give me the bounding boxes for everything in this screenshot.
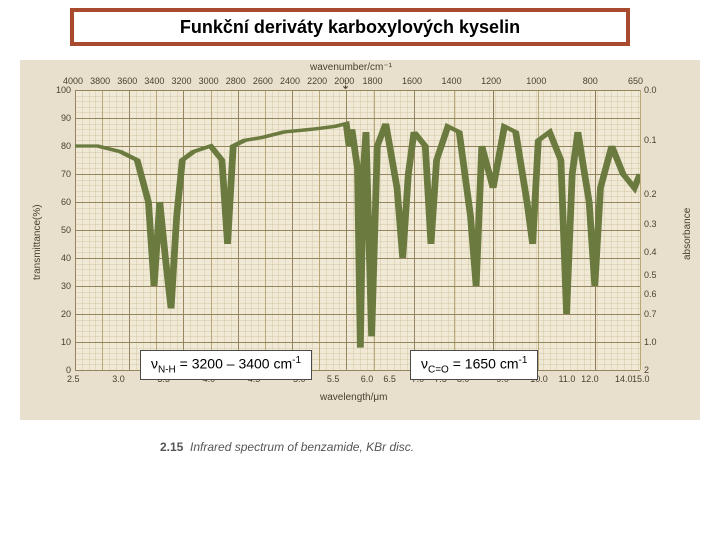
right-tick: 0.2 [644, 189, 657, 199]
nh-sup: -1 [292, 355, 301, 366]
right-tick: 0.3 [644, 219, 657, 229]
bottom-tick: 2.5 [67, 374, 80, 384]
right-tick: 0.0 [644, 85, 657, 95]
top-tick: 2600 [253, 76, 273, 86]
right-tick: 0.6 [644, 289, 657, 299]
top-tick: 3200 [171, 76, 191, 86]
left-tick: 100 [41, 85, 71, 95]
top-tick: 1200 [481, 76, 501, 86]
top-axis-title: wavenumber/cm⁻¹ [310, 62, 392, 73]
top-tick: 2200 [307, 76, 327, 86]
left-axis-title: transmittance(%) [32, 204, 43, 280]
left-tick: 50 [41, 225, 71, 235]
bottom-tick: 14.0 [615, 374, 633, 384]
top-tick: 2800 [226, 76, 246, 86]
co-subscript: C=O [428, 364, 449, 375]
bottom-tick: 11.0 [559, 374, 576, 384]
co-sup: -1 [519, 355, 528, 366]
top-tick: 1800 [362, 76, 382, 86]
nh-subscript: N-H [158, 364, 176, 375]
bottom-tick: 12.0 [581, 374, 599, 384]
page-title: Funkční deriváty karboxylových kyselin [180, 17, 520, 38]
bottom-tick: 15.0 [632, 374, 650, 384]
left-tick: 90 [41, 113, 71, 123]
right-axis-title: absorbance [682, 208, 693, 260]
ir-spectrum-chart: wavenumber/cm⁻¹ ⇣ 4000380036003400320030… [20, 60, 700, 420]
top-tick: 1000 [526, 76, 546, 86]
left-tick: 20 [41, 309, 71, 319]
top-tick: 1400 [442, 76, 462, 86]
right-tick: 0.4 [644, 247, 657, 257]
bottom-tick: 5.5 [327, 374, 340, 384]
bottom-axis-title: wavelength/μm [320, 392, 387, 403]
spectrum-line [75, 90, 640, 370]
right-tick: 0.1 [644, 135, 657, 145]
left-tick: 40 [41, 253, 71, 263]
top-tick: 2000 [334, 76, 354, 86]
left-tick: 80 [41, 141, 71, 151]
nh-value: = 3200 – 3400 cm [176, 356, 292, 372]
left-tick: 10 [41, 337, 71, 347]
top-tick: 2400 [280, 76, 300, 86]
right-tick: 1.0 [644, 337, 657, 347]
top-tick: 800 [583, 76, 598, 86]
figure-caption: 2.15 Infrared spectrum of benzamide, KBr… [160, 440, 414, 454]
bottom-tick: 6.5 [383, 374, 396, 384]
caption-text: Infrared spectrum of benzamide, KBr disc… [190, 440, 414, 454]
title-box: Funkční deriváty karboxylových kyselin [70, 8, 630, 46]
right-tick: 0.5 [644, 270, 657, 280]
left-tick: 30 [41, 281, 71, 291]
co-value: = 1650 cm [449, 356, 519, 372]
nu-symbol: ν [421, 356, 428, 372]
left-tick: 60 [41, 197, 71, 207]
annotation-nh: νN-H = 3200 – 3400 cm-1 [140, 350, 312, 380]
top-tick: 1600 [402, 76, 422, 86]
right-tick: 0.7 [644, 309, 657, 319]
top-tick: 3800 [90, 76, 110, 86]
top-tick: 3400 [144, 76, 164, 86]
plot-area: ⇣ [75, 90, 640, 370]
top-tick: 650 [628, 76, 643, 86]
bottom-tick: 6.0 [361, 374, 374, 384]
bottom-tick: 3.0 [112, 374, 125, 384]
top-tick: 3600 [117, 76, 137, 86]
top-tick: 3000 [199, 76, 219, 86]
caption-number: 2.15 [160, 440, 183, 454]
annotation-co: νC=O = 1650 cm-1 [410, 350, 538, 380]
nu-symbol: ν [151, 356, 158, 372]
left-tick: 70 [41, 169, 71, 179]
